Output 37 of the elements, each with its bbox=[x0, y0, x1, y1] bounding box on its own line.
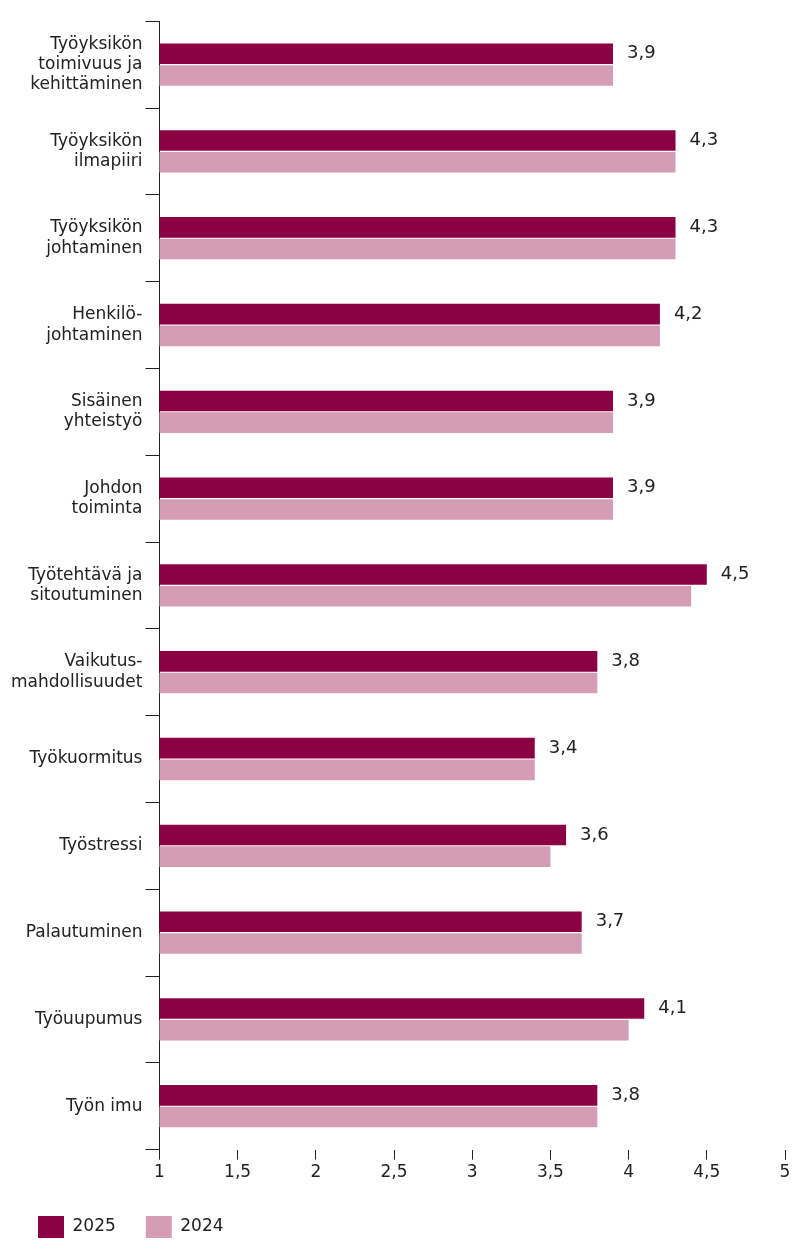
x-tick-label: 1 bbox=[154, 1161, 165, 1182]
data-label: 3,8 bbox=[611, 649, 640, 671]
legend-label: 2024 bbox=[180, 1215, 224, 1236]
x-tick-label: 3 bbox=[466, 1161, 478, 1182]
y-tick-label: Työyksikön ilmapiiri bbox=[49, 129, 143, 171]
data-label: 3,6 bbox=[580, 822, 609, 844]
x-tick-label: 3,5 bbox=[536, 1161, 564, 1182]
y-tick-label: Palautuminen bbox=[25, 921, 143, 942]
y-tick-label: Työyksikön toimivuus ja kehittäminen bbox=[30, 32, 143, 94]
data-label: 3,9 bbox=[626, 475, 656, 497]
data-label: 3,9 bbox=[626, 41, 656, 63]
x-tick-label: 5 bbox=[779, 1161, 791, 1182]
y-tick-label: Johdon toiminta bbox=[71, 476, 143, 518]
y-tick-label: Vaikutus- mahdollisuudet bbox=[11, 650, 143, 691]
data-label: 3,8 bbox=[611, 1083, 640, 1105]
y-tick-label: Työn imu bbox=[65, 1094, 143, 1115]
y-tick-label: Työstressi bbox=[58, 834, 143, 855]
legend-label: 2025 bbox=[72, 1215, 116, 1236]
data-label: 3,9 bbox=[626, 388, 656, 410]
y-tick-label: Työtehtävä ja sitoutuminen bbox=[27, 563, 143, 605]
x-tick-label: 1,5 bbox=[224, 1161, 252, 1182]
data-label: 3,7 bbox=[595, 909, 625, 931]
y-tick-label: Työyksikön johtaminen bbox=[45, 216, 143, 257]
x-tick-label: 4 bbox=[623, 1161, 635, 1182]
y-tick-label: Henkilö- johtaminen bbox=[45, 303, 143, 344]
data-label: 4,3 bbox=[689, 215, 719, 237]
data-label: 3,4 bbox=[548, 735, 578, 757]
data-label: 4,1 bbox=[658, 996, 687, 1018]
y-tick-label: Työkuormitus bbox=[28, 747, 143, 768]
data-label: 4,3 bbox=[689, 128, 719, 150]
y-tick-label: Sisäinen yhteistyö bbox=[63, 390, 143, 431]
data-label: 4,2 bbox=[673, 301, 703, 323]
y-tick-label: Työuupumus bbox=[33, 1007, 143, 1028]
x-tick-label: 2 bbox=[310, 1161, 322, 1182]
data-label: 4,5 bbox=[720, 562, 750, 584]
x-tick-label: 4,5 bbox=[693, 1161, 721, 1182]
x-tick-label: 2,5 bbox=[380, 1161, 408, 1182]
